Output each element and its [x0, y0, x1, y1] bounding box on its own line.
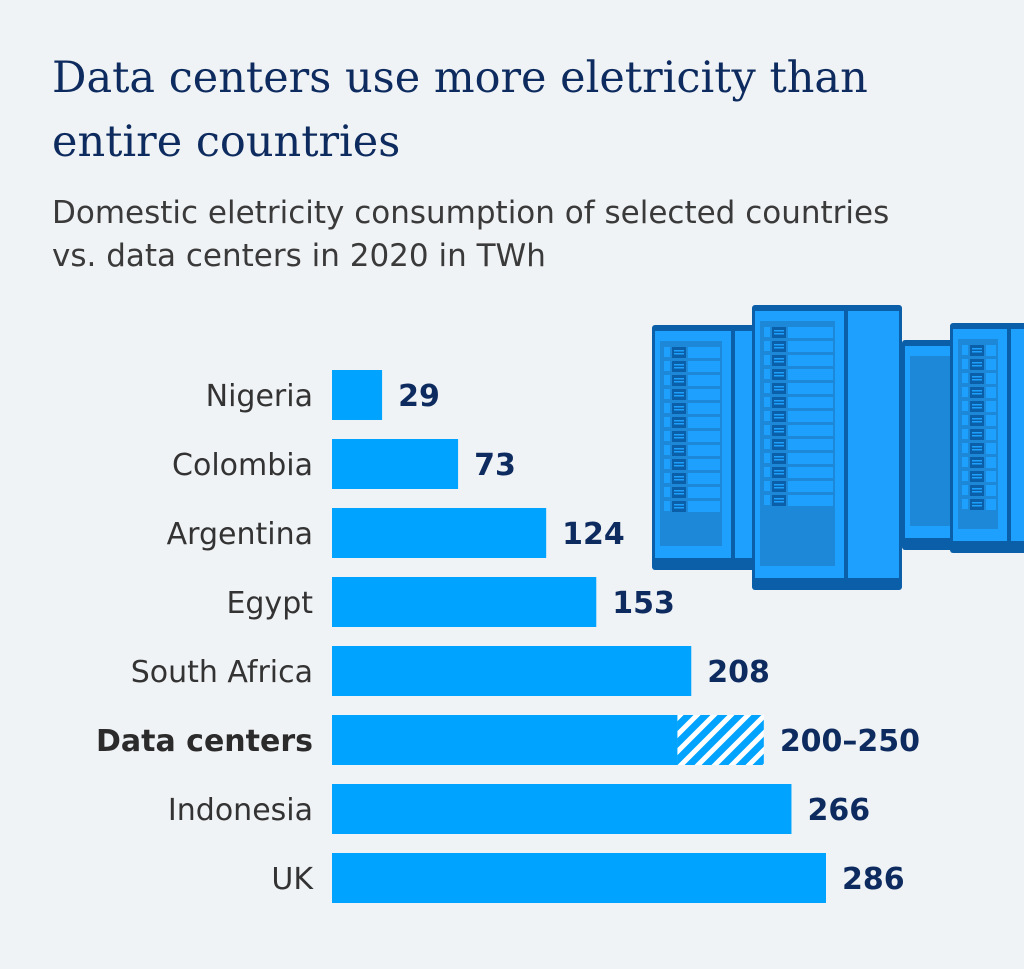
bar	[332, 853, 826, 903]
server-rack-icon	[652, 325, 766, 570]
category-label: Indonesia	[168, 793, 313, 828]
category-label: Egypt	[226, 586, 313, 621]
category-label: Argentina	[167, 517, 313, 552]
bar	[332, 439, 459, 489]
server-rack-icon	[950, 323, 1024, 553]
chart-title: Data centers use more eletricity than en…	[52, 53, 868, 167]
bar-row: Nigeria 29	[206, 370, 440, 420]
bar-row: Data centers 200–250	[96, 715, 920, 765]
category-label: Data centers	[96, 724, 313, 759]
bar-range-hatched	[677, 715, 764, 765]
bar	[332, 646, 692, 696]
value-label: 208	[707, 655, 770, 690]
category-label: Colombia	[172, 448, 313, 483]
value-label: 29	[398, 379, 440, 414]
bar-row: UK 286	[271, 853, 905, 903]
category-label: Nigeria	[206, 379, 313, 414]
bar-row: Argentina 124	[167, 508, 625, 558]
value-label: 266	[807, 793, 870, 828]
bar-row: Indonesia 266	[168, 784, 870, 834]
value-label: 286	[842, 862, 905, 897]
value-label: 124	[562, 517, 625, 552]
bar-row: Colombia 73	[172, 439, 516, 489]
bar	[332, 508, 547, 558]
bar	[332, 370, 383, 420]
value-label: 200–250	[780, 724, 920, 759]
bar	[332, 577, 597, 627]
bar	[332, 784, 792, 834]
server-racks-icon	[652, 305, 1024, 590]
bar	[332, 715, 678, 765]
category-label: South Africa	[131, 655, 313, 690]
chart-subtitle: Domestic eletricity consumption of selec…	[52, 195, 890, 274]
bar-row: Egypt 153	[226, 577, 675, 627]
category-label: UK	[271, 862, 314, 897]
value-label: 153	[612, 586, 675, 621]
value-label: 73	[474, 448, 516, 483]
server-rack-icon	[752, 305, 902, 590]
bar-row: South Africa 208	[131, 646, 770, 696]
